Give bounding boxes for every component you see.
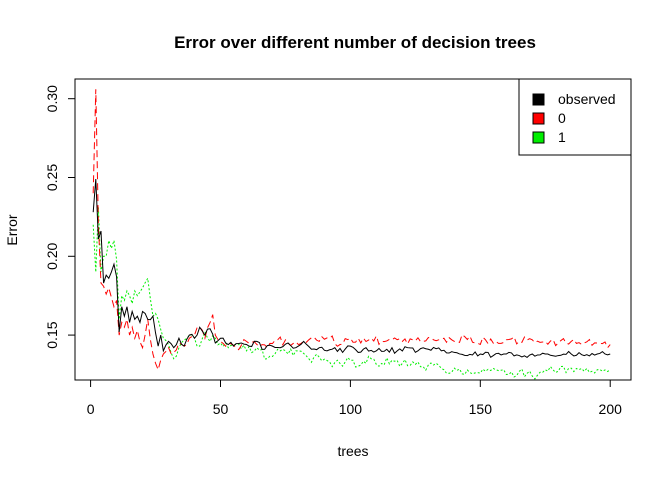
y-axis-label: Error (4, 214, 20, 245)
x-tick-label: 200 (599, 401, 623, 417)
legend: observed 0 1 (518, 78, 632, 156)
legend-swatch (532, 93, 545, 106)
x-tick-label: 50 (213, 401, 229, 417)
series-line-class-1 (92, 207, 611, 380)
series-line-observed (92, 179, 611, 359)
y-tick-label: 0.20 (44, 242, 60, 269)
chart-title: Error over different number of decision … (174, 33, 536, 52)
plot-lines (92, 89, 611, 380)
y-tick-label: 0.15 (44, 321, 60, 348)
series-line-class-0 (92, 89, 611, 372)
y-tick-label: 0.30 (44, 85, 60, 112)
legend-label: 1 (558, 129, 566, 145)
x-axis-label: trees (337, 443, 368, 459)
legend-label: 0 (558, 110, 566, 126)
x-tick-label: 150 (469, 401, 493, 417)
x-axis: 0 50 100 150 200 (87, 379, 623, 417)
x-tick-label: 0 (87, 401, 95, 417)
legend-swatch (532, 131, 545, 144)
x-tick-label: 100 (339, 401, 363, 417)
legend-label: observed (558, 91, 616, 107)
y-tick-label: 0.25 (44, 164, 60, 191)
y-axis: 0.15 0.20 0.25 0.30 (44, 85, 76, 349)
legend-swatch (532, 112, 545, 125)
